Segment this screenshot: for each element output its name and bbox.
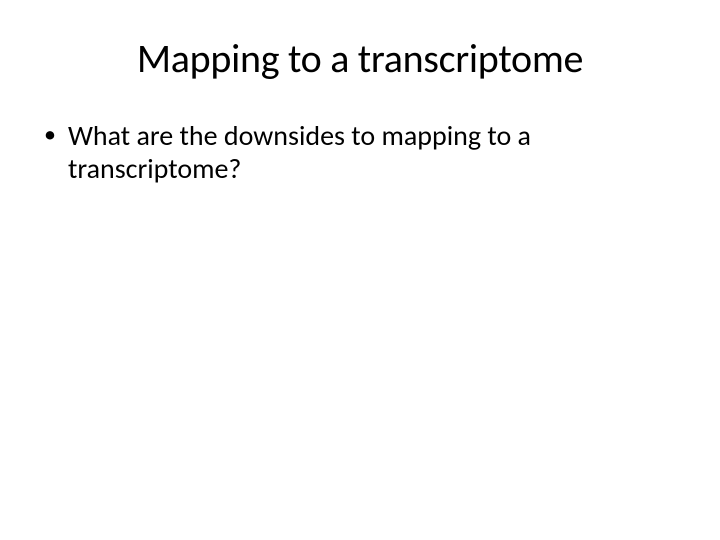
bullet-marker-icon: • <box>40 119 68 150</box>
slide-body: • What are the downsides to mapping to a… <box>40 119 680 185</box>
bullet-text: What are the downsides to mapping to a t… <box>68 119 680 185</box>
bullet-item: • What are the downsides to mapping to a… <box>40 119 680 185</box>
slide: Mapping to a transcriptome • What are th… <box>0 0 720 540</box>
slide-title: Mapping to a transcriptome <box>40 34 680 83</box>
